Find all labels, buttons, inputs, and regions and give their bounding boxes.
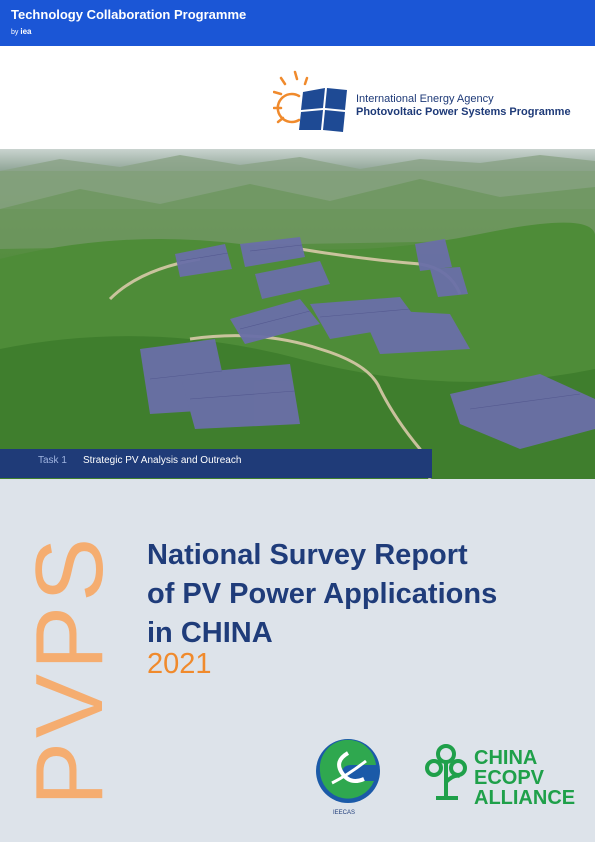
pvps-vertical-wordmark: PVPS <box>28 534 108 806</box>
ecopv-line-2: ECOPV <box>474 767 545 789</box>
report-title-line-2: of PV Power Applications <box>147 578 498 610</box>
report-title-line-1: National Survey Report <box>147 539 468 571</box>
top-bar: Technology Collaboration Programme by ie… <box>0 0 595 46</box>
by-prefix: by <box>11 29 19 36</box>
ecopv-alliance-text: CHINA ECOPV ALLIANCE <box>474 748 575 808</box>
task-title: Strategic PV Analysis and Outreach <box>83 455 242 466</box>
ecopv-line-1: CHINA <box>474 747 538 769</box>
logo-area <box>0 46 595 149</box>
sun-panel-logo-icon <box>273 70 347 132</box>
ecopv-tree-logo-icon <box>425 744 467 800</box>
by-iea-line: by iea <box>11 27 31 36</box>
report-title: National Survey Report of PV Power Appli… <box>147 536 497 653</box>
iea-brand: iea <box>20 27 32 36</box>
programme-title: Technology Collaboration Programme <box>11 7 247 22</box>
report-year: 2021 <box>147 648 212 680</box>
hero-photo-solar-hills <box>0 149 595 479</box>
ecopv-line-3: ALLIANCE <box>474 787 576 809</box>
task-number: Task 1 <box>38 455 67 466</box>
task-bar: Task 1 Strategic PV Analysis and Outreac… <box>0 449 432 478</box>
iea-text-block: International Energy Agency Photovoltaic… <box>356 93 571 118</box>
agency-name: International Energy Agency <box>356 93 494 105</box>
report-title-line-3: in CHINA <box>147 617 273 649</box>
pvps-programme-name: Photovoltaic Power Systems Programme <box>356 106 571 118</box>
pvps-vertical-text: PVPS <box>28 534 108 806</box>
ieecas-logo-icon <box>316 739 380 803</box>
ieecas-caption: IEECAS <box>333 810 356 816</box>
